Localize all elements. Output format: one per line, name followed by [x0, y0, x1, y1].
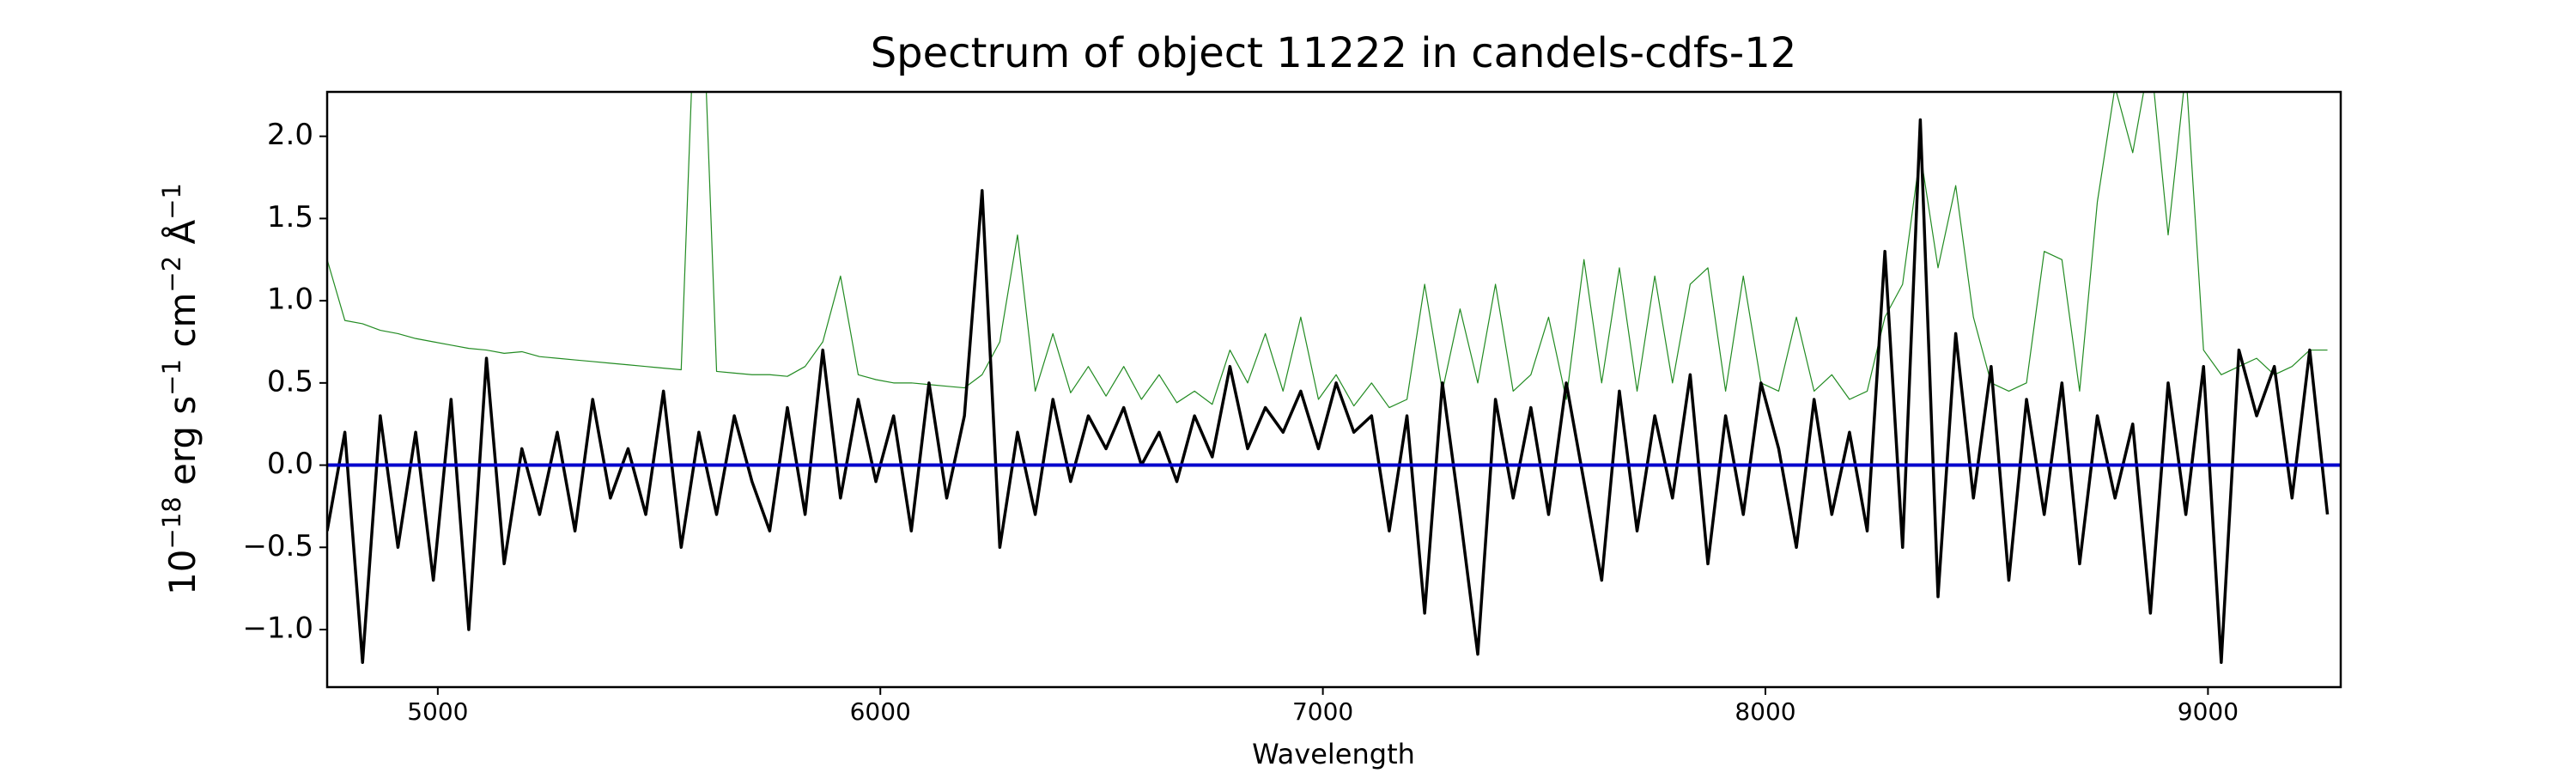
y-tick-label: 0.0 — [267, 447, 313, 481]
x-tick-label: 5000 — [407, 697, 468, 726]
y-label-part: erg s — [161, 396, 204, 497]
chart-title: Spectrum of object 11222 in candels-cdfs… — [871, 29, 1797, 77]
y-axis-label: 10−18 erg s−1 cm−2 Å−1 — [157, 183, 204, 595]
y-label-exponent: −2 — [157, 256, 186, 293]
y-label-part: 10 — [161, 550, 204, 595]
y-label-exponent: −1 — [157, 183, 186, 220]
y-tick-label: −0.5 — [242, 529, 313, 563]
x-axis-label: Wavelength — [1252, 738, 1415, 770]
x-tick-label: 6000 — [850, 697, 911, 726]
y-label-exponent: −18 — [157, 496, 186, 549]
y-label-part: Å — [161, 220, 204, 256]
x-tick-label: 8000 — [1735, 697, 1795, 726]
y-tick-label: 1.5 — [267, 200, 313, 234]
y-tick-label: −1.0 — [242, 611, 313, 645]
y-tick-label: 0.5 — [267, 364, 313, 399]
plot-area — [327, 92, 2341, 665]
y-label-exponent: −1 — [157, 359, 186, 396]
y-tick-label: 2.0 — [267, 118, 313, 152]
x-tick-label: 7000 — [1292, 697, 1353, 726]
y-tick-label: 1.0 — [267, 283, 313, 317]
spectrum-line — [327, 118, 2330, 665]
plot-frame — [325, 90, 2342, 689]
x-tick-label: 9000 — [2178, 697, 2239, 726]
y-label-part: cm — [161, 293, 204, 359]
